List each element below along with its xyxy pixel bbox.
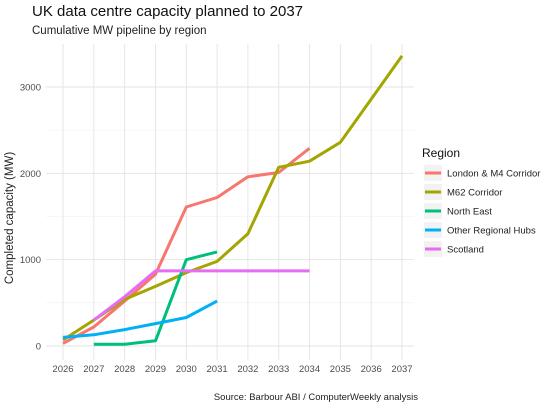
- plot-panel: [46, 44, 414, 360]
- legend-label: North East: [447, 207, 492, 218]
- series-line: [62, 55, 404, 342]
- y-axis-title: Completed capacity (MW): [4, 152, 16, 284]
- y-tick-label: 0: [36, 342, 41, 353]
- x-axis-ticks: 2026 2027 2028 2029 2030 2031 2032 2033 2034 2035…: [52, 364, 412, 375]
- legend-label: M62 Corridor: [447, 188, 502, 199]
- legend-title: Region: [422, 146, 460, 160]
- legend: Region London & M4 Corridor M62 Corridor N…: [422, 146, 540, 257]
- x-tick-label: 2036: [361, 364, 382, 375]
- series-line: [62, 147, 311, 345]
- x-tick-label: 2035: [330, 364, 351, 375]
- x-tick-label: 2033: [268, 364, 289, 375]
- x-tick-label: 2034: [299, 364, 320, 375]
- x-tick-label: 2030: [176, 364, 197, 375]
- x-tick-label: 2037: [391, 364, 412, 375]
- series-lines: [62, 55, 404, 346]
- y-axis-ticks: 0 1000 2000 3000: [20, 83, 41, 353]
- chart-subtitle: Cumulative MW pipeline by region: [32, 25, 207, 37]
- x-tick-label: 2029: [145, 364, 166, 375]
- legend-label: Scotland: [447, 245, 484, 256]
- y-tick-label: 3000: [20, 83, 41, 94]
- legend-label: Other Regional Hubs: [447, 226, 536, 237]
- plot-grid: [46, 44, 414, 360]
- series-line: [62, 299, 218, 339]
- legend-label: London & M4 Corridor: [447, 169, 540, 180]
- series-line: [93, 250, 218, 346]
- x-tick-label: 2031: [207, 364, 228, 375]
- x-tick-label: 2032: [237, 364, 258, 375]
- y-tick-label: 1000: [20, 255, 41, 266]
- series-line: [92, 269, 310, 322]
- x-tick-label: 2028: [114, 364, 135, 375]
- chart-title: UK data centre capacity planned to 2037: [32, 3, 303, 20]
- x-tick-label: 2027: [83, 364, 104, 375]
- x-tick-label: 2026: [52, 364, 73, 375]
- chart-caption: Source: Barbour ABI / ComputerWeekly ana…: [214, 392, 418, 403]
- y-tick-label: 2000: [20, 169, 41, 180]
